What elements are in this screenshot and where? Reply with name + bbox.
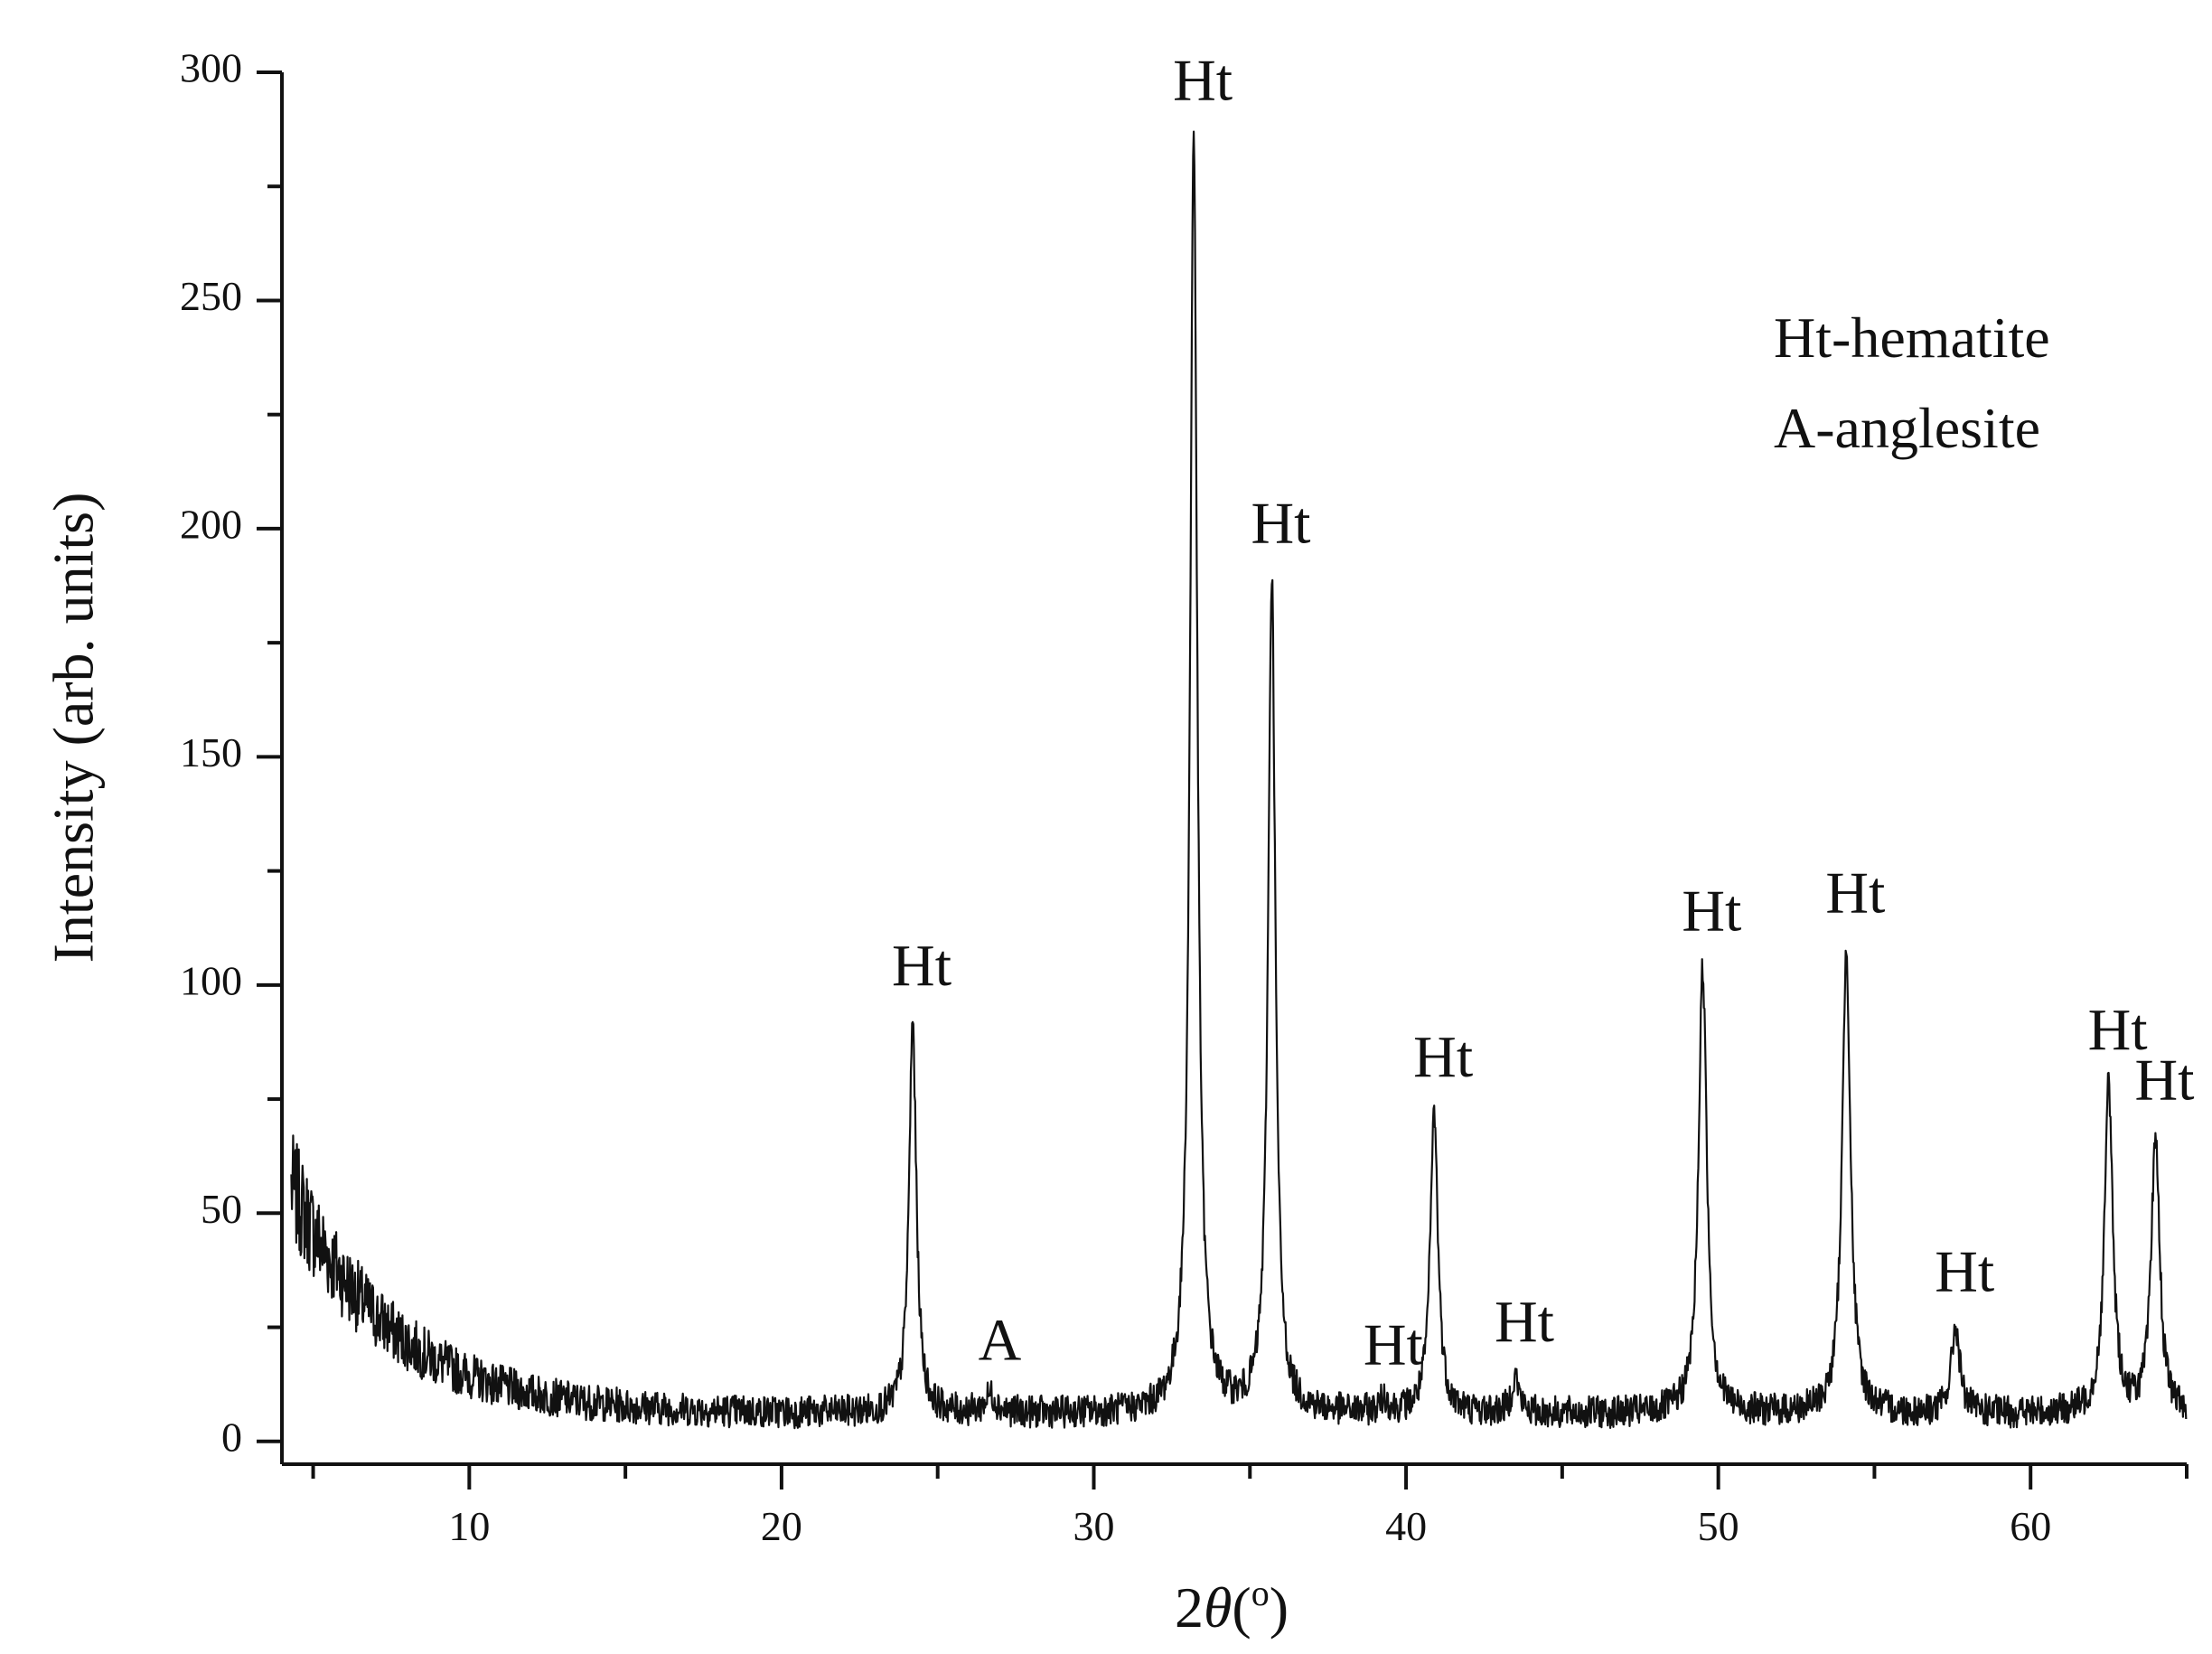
peak-label-5: Ht bbox=[1413, 1024, 1473, 1090]
y-tick-label: 100 bbox=[180, 957, 242, 1003]
peak-label-7: Ht bbox=[1682, 879, 1741, 944]
x-axis-title: 2θ(o) bbox=[1175, 1573, 1289, 1640]
x-axis-title-unit-close: ) bbox=[1270, 1575, 1289, 1640]
axes: 0 50 100 150 200 250 300 10 20 30 40 50 60 bbox=[180, 45, 2189, 1549]
y-tick-label: 50 bbox=[201, 1186, 242, 1232]
x-tick-label: 10 bbox=[448, 1503, 490, 1549]
peak-label-1: A bbox=[979, 1307, 1022, 1373]
x-axis-title-symbol: θ bbox=[1204, 1575, 1232, 1640]
peak-label-4: Ht bbox=[1364, 1311, 1423, 1377]
y-tick-label: 150 bbox=[180, 729, 242, 775]
x-tick-label: 40 bbox=[1385, 1503, 1427, 1549]
peak-label-2: Ht bbox=[1173, 48, 1233, 114]
y-tick-label: 250 bbox=[180, 273, 242, 319]
series-line bbox=[290, 130, 2188, 1430]
legend-entry-hematite: Ht-hematite bbox=[1774, 305, 2050, 370]
y-tick-label: 0 bbox=[221, 1414, 242, 1460]
y-axis-title: Intensity (arb. units) bbox=[42, 493, 106, 963]
plot-area bbox=[290, 130, 2188, 1430]
legend-entry-anglesite: A-anglesite bbox=[1774, 396, 2040, 460]
peak-label-0: Ht bbox=[892, 933, 951, 999]
x-axis-title-unit-open: ( bbox=[1232, 1575, 1251, 1640]
x-tick-label: 60 bbox=[2010, 1503, 2051, 1549]
x-tick-label: 20 bbox=[761, 1503, 802, 1549]
x-tick-label: 50 bbox=[1698, 1503, 1739, 1549]
peak-label-3: Ht bbox=[1251, 490, 1310, 556]
legend: Ht-hematite A-anglesite bbox=[1774, 305, 2050, 460]
x-axis-title-prefix: 2 bbox=[1175, 1575, 1204, 1640]
y-tick-label: 200 bbox=[180, 501, 242, 547]
peak-label-11: Ht bbox=[2134, 1047, 2194, 1113]
x-tick-label: 30 bbox=[1073, 1503, 1114, 1549]
y-tick-label: 300 bbox=[180, 45, 242, 91]
peak-label-6: Ht bbox=[1495, 1289, 1554, 1355]
peak-label-9: Ht bbox=[1935, 1239, 1994, 1305]
peak-label-8: Ht bbox=[1825, 860, 1885, 926]
x-axis-title-unit: o bbox=[1251, 1573, 1270, 1613]
peak-label-10: Ht bbox=[2088, 997, 2148, 1063]
